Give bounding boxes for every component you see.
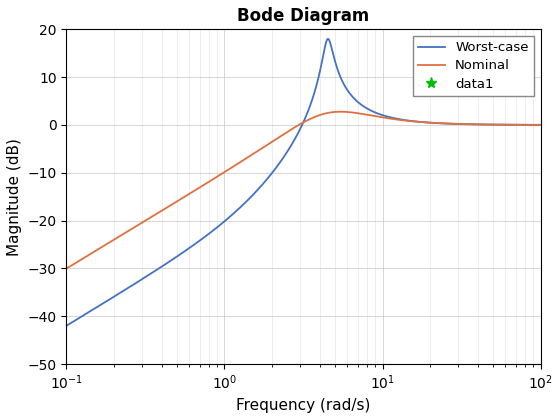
Nominal bbox=[414, 119, 421, 124]
Nominal bbox=[344, 110, 351, 115]
Nominal bbox=[337, 109, 344, 114]
Nominal bbox=[365, 112, 371, 117]
Worst-case bbox=[537, 122, 544, 127]
Y-axis label: Magnitude (dB): Magnitude (dB) bbox=[7, 138, 22, 256]
Worst-case bbox=[325, 37, 332, 42]
Worst-case bbox=[344, 87, 351, 92]
Worst-case bbox=[235, 207, 241, 212]
Nominal bbox=[440, 121, 447, 126]
Line: Worst-case: Worst-case bbox=[67, 39, 540, 326]
Nominal bbox=[537, 122, 544, 127]
Legend: Worst-case, Nominal, data1: Worst-case, Nominal, data1 bbox=[413, 36, 534, 96]
Nominal bbox=[235, 161, 241, 166]
Nominal bbox=[87, 252, 94, 257]
Title: Bode Diagram: Bode Diagram bbox=[237, 7, 370, 25]
Nominal bbox=[63, 266, 70, 271]
X-axis label: Frequency (rad/s): Frequency (rad/s) bbox=[236, 398, 371, 413]
Line: Nominal: Nominal bbox=[67, 112, 540, 268]
Worst-case bbox=[87, 309, 94, 314]
Worst-case bbox=[365, 106, 371, 111]
Worst-case bbox=[440, 121, 447, 126]
Worst-case bbox=[63, 323, 70, 328]
Worst-case bbox=[414, 119, 421, 124]
